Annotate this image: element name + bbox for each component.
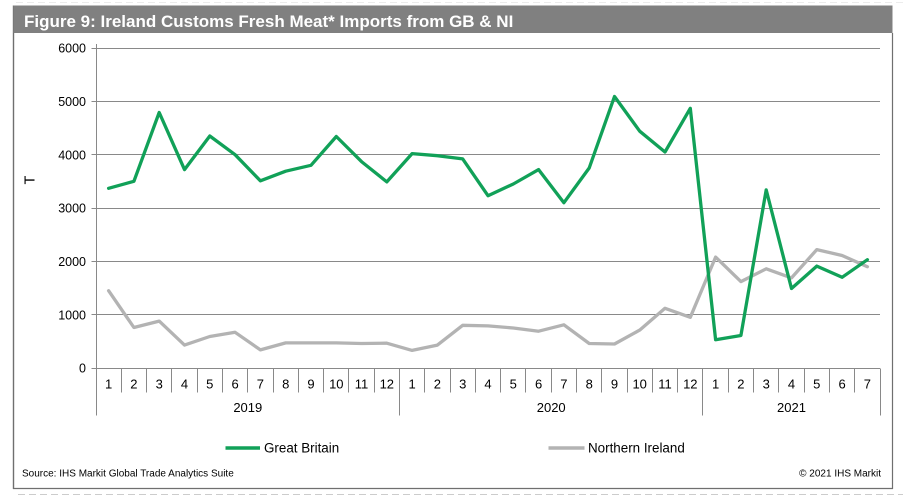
svg-text:12: 12 bbox=[683, 377, 697, 392]
svg-text:5: 5 bbox=[813, 377, 820, 392]
svg-text:6000: 6000 bbox=[58, 42, 86, 56]
svg-text:2: 2 bbox=[434, 377, 441, 392]
svg-text:Source: IHS Markit Global Trad: Source: IHS Markit Global Trade Analytic… bbox=[22, 469, 234, 480]
svg-text:11: 11 bbox=[355, 377, 369, 392]
svg-text:1000: 1000 bbox=[58, 308, 86, 322]
svg-text:10: 10 bbox=[329, 377, 343, 392]
svg-text:T: T bbox=[22, 175, 38, 184]
svg-text:2000: 2000 bbox=[58, 255, 86, 269]
svg-text:2: 2 bbox=[737, 377, 744, 392]
svg-text:3: 3 bbox=[459, 377, 466, 392]
svg-text:4000: 4000 bbox=[58, 148, 86, 162]
svg-text:2: 2 bbox=[130, 377, 137, 392]
svg-text:12: 12 bbox=[380, 377, 394, 392]
svg-text:10: 10 bbox=[632, 377, 646, 392]
svg-text:2020: 2020 bbox=[537, 400, 566, 415]
svg-text:4: 4 bbox=[788, 377, 795, 392]
svg-text:8: 8 bbox=[586, 377, 593, 392]
svg-text:7: 7 bbox=[864, 377, 871, 392]
svg-text:3000: 3000 bbox=[58, 202, 86, 216]
svg-text:9: 9 bbox=[611, 377, 618, 392]
svg-text:2021: 2021 bbox=[777, 400, 806, 415]
svg-text:6: 6 bbox=[231, 377, 238, 392]
svg-text:4: 4 bbox=[181, 377, 188, 392]
svg-text:6: 6 bbox=[838, 377, 845, 392]
svg-text:4: 4 bbox=[484, 377, 491, 392]
svg-text:3: 3 bbox=[763, 377, 770, 392]
svg-text:Figure 9: Ireland Customs Fres: Figure 9: Ireland Customs Fresh Meat* Im… bbox=[24, 12, 513, 31]
svg-text:© 2021 IHS Markit: © 2021 IHS Markit bbox=[799, 469, 881, 480]
svg-text:3: 3 bbox=[156, 377, 163, 392]
svg-text:6: 6 bbox=[535, 377, 542, 392]
svg-text:1: 1 bbox=[105, 377, 112, 392]
svg-text:7: 7 bbox=[560, 377, 567, 392]
svg-text:1: 1 bbox=[712, 377, 719, 392]
svg-text:5: 5 bbox=[206, 377, 213, 392]
svg-text:Northern Ireland: Northern Ireland bbox=[588, 441, 685, 456]
svg-text:1: 1 bbox=[408, 377, 415, 392]
svg-text:8: 8 bbox=[282, 377, 289, 392]
svg-text:0: 0 bbox=[79, 362, 86, 376]
svg-text:7: 7 bbox=[257, 377, 264, 392]
svg-text:11: 11 bbox=[658, 377, 672, 392]
svg-text:2019: 2019 bbox=[233, 400, 262, 415]
svg-text:5: 5 bbox=[510, 377, 517, 392]
svg-text:Great Britain: Great Britain bbox=[264, 441, 339, 456]
svg-text:9: 9 bbox=[307, 377, 314, 392]
svg-text:5000: 5000 bbox=[58, 95, 86, 109]
